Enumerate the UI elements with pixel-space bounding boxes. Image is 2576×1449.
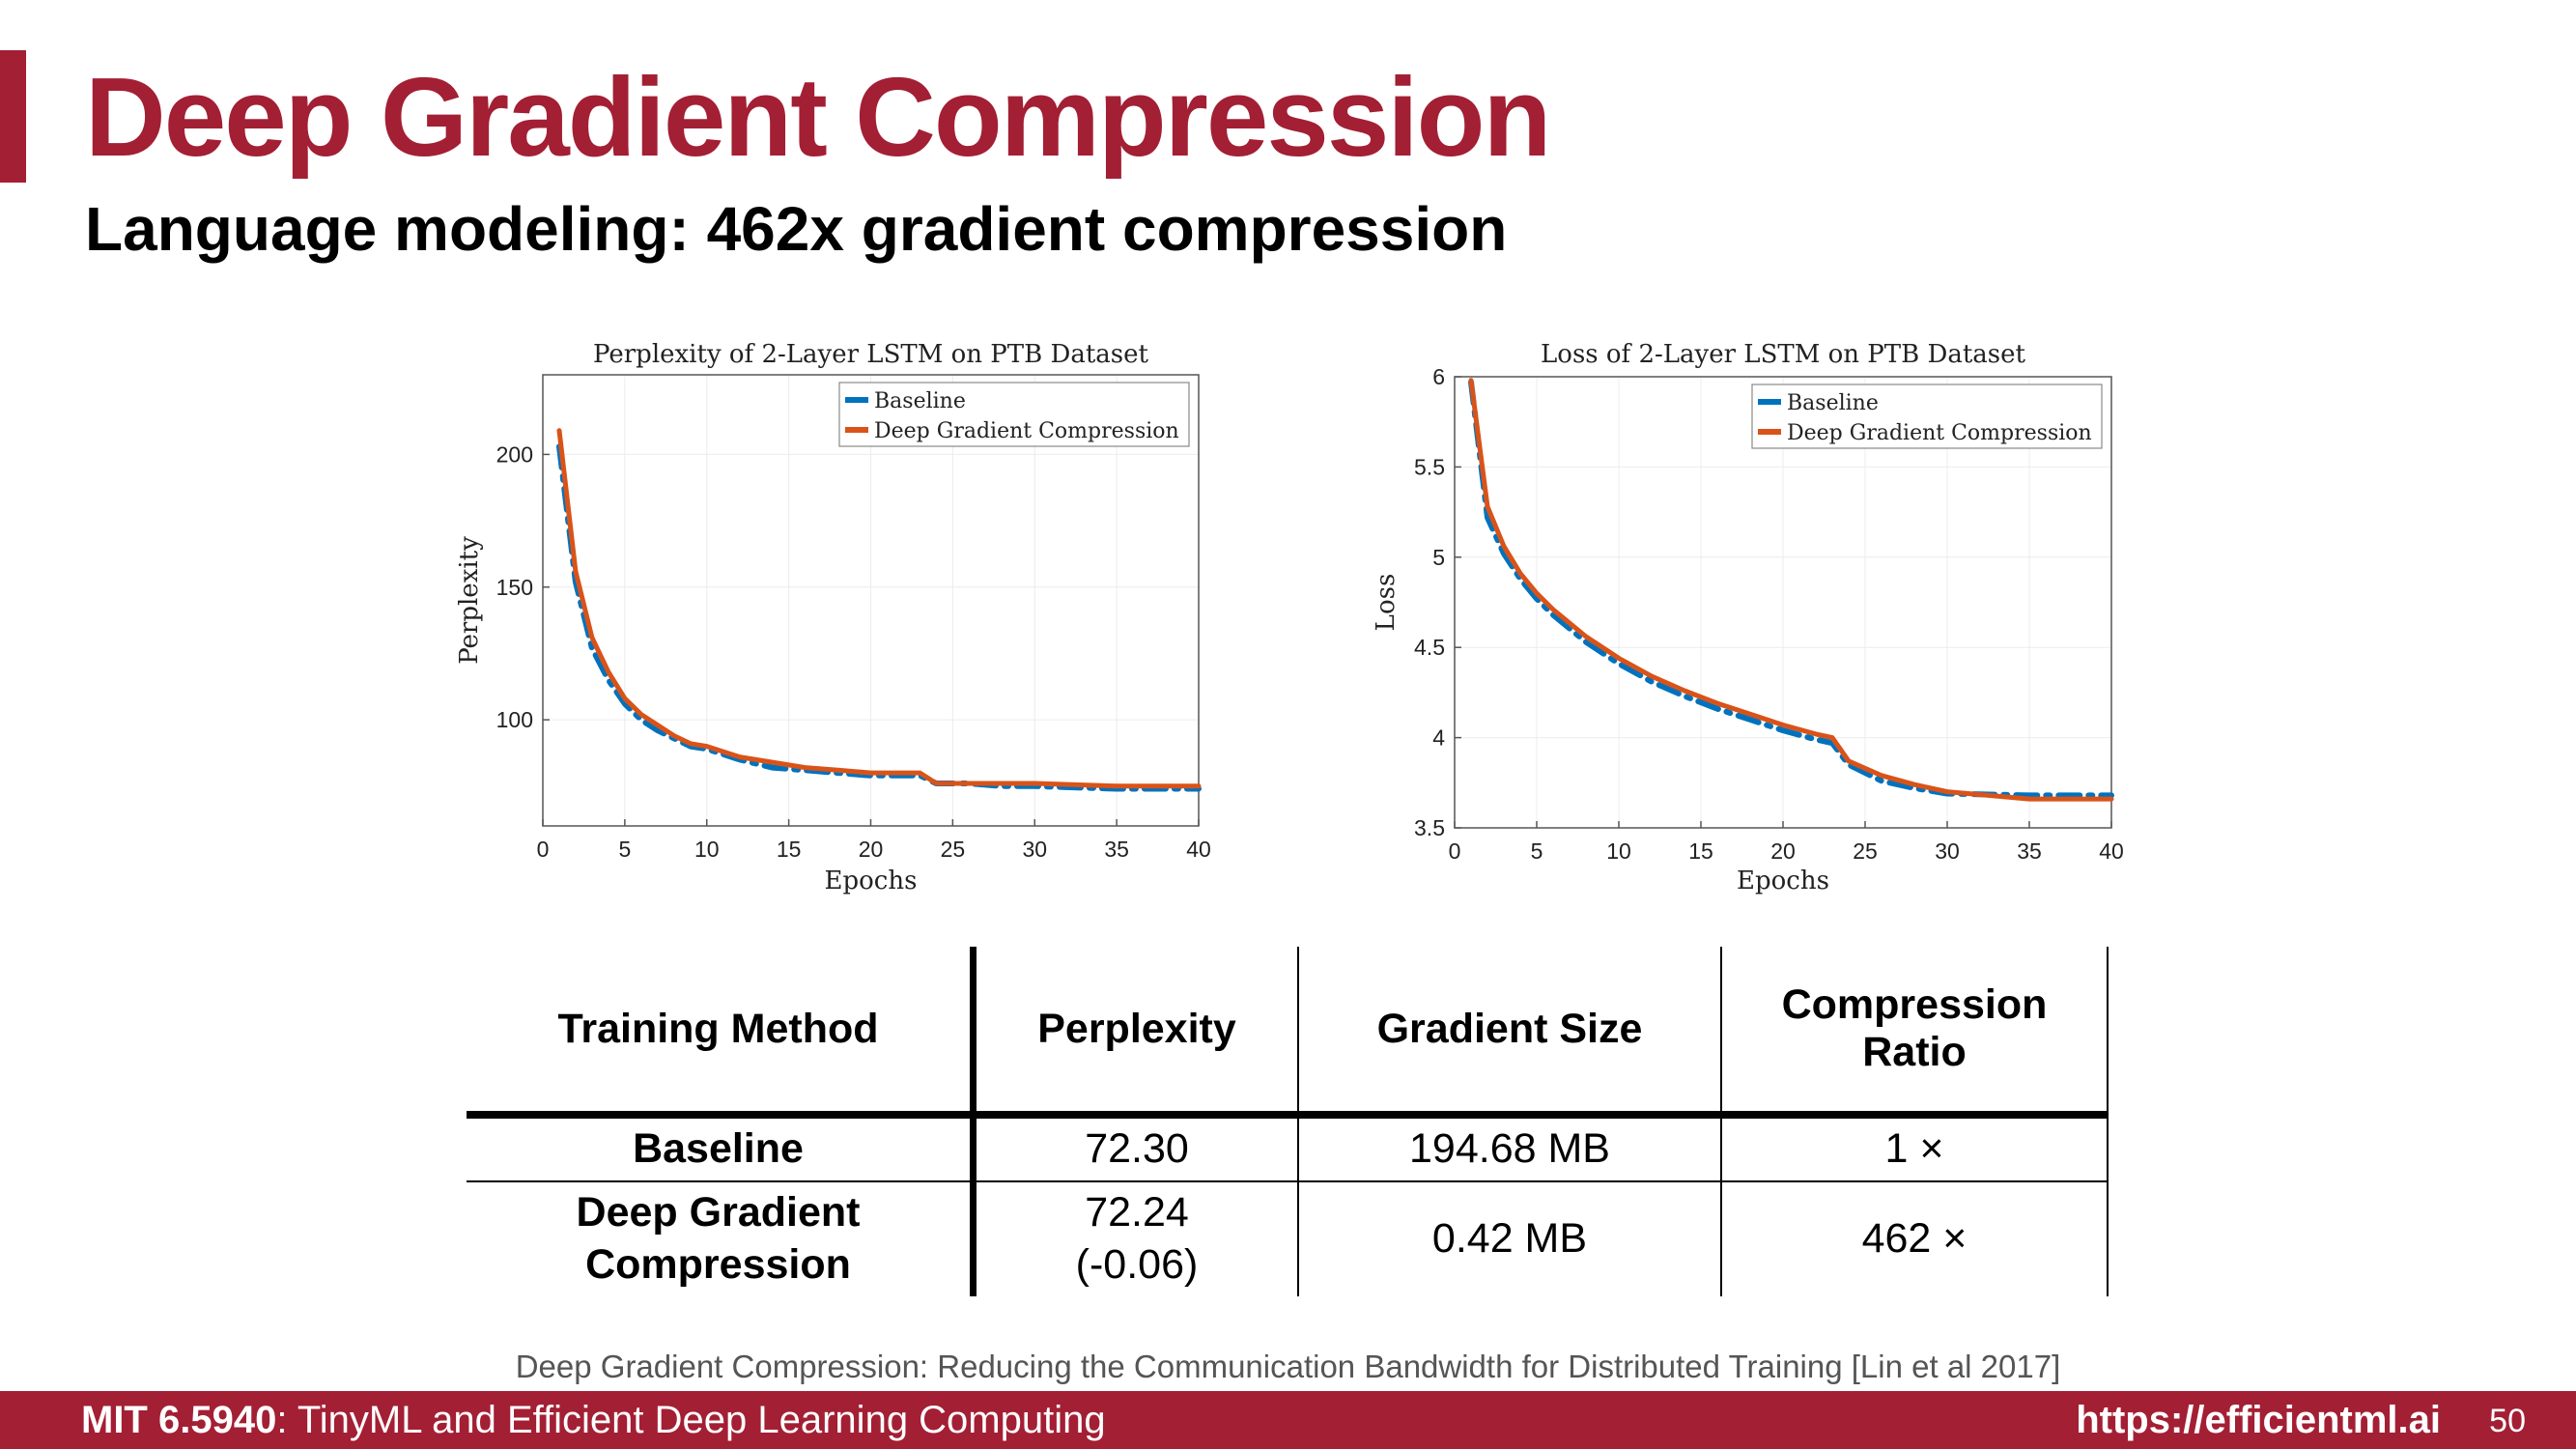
chart-svg: 0 5 10 15 20 25 30 35 40 3.5 4 4.5 5 5.5 6 Loss of 2-La… bbox=[1372, 340, 2124, 895]
page-number: 50 bbox=[2489, 1403, 2526, 1439]
chart-title: Perplexity of 2-Layer LSTM on PTB Datase… bbox=[593, 340, 1148, 369]
loss-chart: 0 5 10 15 20 25 30 35 40 3.5 4 4.5 5 5.5 6 Loss of 2-La… bbox=[1345, 333, 2142, 898]
x-tick-label: 0 bbox=[537, 837, 550, 862]
y-tick-label: 150 bbox=[496, 575, 533, 600]
slide-title: Deep Gradient Compression bbox=[85, 54, 1551, 180]
legend-label: Baseline bbox=[1787, 391, 1879, 415]
series-line bbox=[1468, 379, 2114, 799]
row-method: Baseline bbox=[467, 1115, 977, 1182]
row-ratio: 462 × bbox=[1721, 1181, 2109, 1296]
header-gradient-size: Gradient Size bbox=[1298, 947, 1722, 1119]
x-tick-label: 0 bbox=[1449, 838, 1461, 864]
legend-box bbox=[838, 382, 1190, 447]
legend-label: Deep Gradient Compression bbox=[874, 419, 1179, 443]
x-tick-label: 15 bbox=[1688, 838, 1713, 864]
legend-box bbox=[1751, 384, 2103, 449]
row-perplexity-cell: 72.24 (-0.06) bbox=[973, 1181, 1299, 1296]
legend-label: Deep Gradient Compression bbox=[1787, 421, 2092, 445]
chart-title: Loss of 2-Layer LSTM on PTB Dataset bbox=[1541, 340, 2025, 369]
x-tick-label: 40 bbox=[1186, 837, 1211, 862]
y-tick-label: 6 bbox=[1432, 364, 1445, 389]
x-tick-label: 25 bbox=[941, 837, 966, 862]
x-tick-label: 35 bbox=[2017, 838, 2042, 864]
y-tick-label: 200 bbox=[496, 441, 533, 467]
x-axis-label: Epochs bbox=[825, 867, 918, 895]
series-line bbox=[1468, 378, 2114, 802]
row-gradient-size: 0.42 MB bbox=[1298, 1181, 1722, 1296]
y-tick-label: 3.5 bbox=[1414, 815, 1445, 840]
chart-svg: 0 5 10 15 20 25 30 35 40 100 150 200 Perplexity of 2… bbox=[455, 340, 1211, 895]
footer-course-code: MIT 6.5940 bbox=[81, 1399, 277, 1441]
y-tick-label: 4.5 bbox=[1414, 635, 1445, 660]
x-tick-label: 15 bbox=[777, 837, 802, 862]
title-accent-bar bbox=[0, 50, 26, 183]
row-gradient-size: 194.68 MB bbox=[1298, 1115, 1722, 1182]
series-line bbox=[556, 428, 1202, 789]
footer-course: MIT 6.5940: TinyML and Efficient Deep Le… bbox=[81, 1399, 1106, 1442]
y-axis-label: Loss bbox=[1372, 574, 1401, 632]
footer-course-name: : TinyML and Efficient Deep Learning Com… bbox=[276, 1399, 1106, 1441]
x-tick-label: 30 bbox=[1022, 837, 1047, 862]
y-tick-label: 4 bbox=[1432, 725, 1445, 751]
footer-url-link[interactable]: https://efficientml.ai bbox=[2076, 1399, 2441, 1441]
row-ratio: 1 × bbox=[1721, 1115, 2109, 1182]
legend-label: Baseline bbox=[874, 389, 966, 413]
x-tick-label: 5 bbox=[618, 837, 631, 862]
row-perplexity-delta: (-0.06) bbox=[1075, 1241, 1199, 1288]
citation: Deep Gradient Compression: Reducing the … bbox=[515, 1349, 2061, 1384]
y-tick-label: 100 bbox=[496, 707, 533, 732]
results-table: Training Method Perplexity Gradient Size… bbox=[467, 947, 2109, 1296]
x-tick-label: 20 bbox=[859, 837, 884, 862]
header-perplexity: Perplexity bbox=[973, 947, 1299, 1119]
x-tick-label: 20 bbox=[1770, 838, 1796, 864]
y-tick-label: 5 bbox=[1432, 545, 1445, 570]
x-tick-label: 35 bbox=[1104, 837, 1129, 862]
y-tick-label: 5.5 bbox=[1414, 454, 1445, 479]
y-axis-label: Perplexity bbox=[455, 536, 484, 665]
row-method: Deep Gradient Compression bbox=[467, 1181, 977, 1296]
x-axis-label: Epochs bbox=[1737, 867, 1829, 895]
row-perplexity: 72.30 bbox=[973, 1115, 1299, 1182]
table-row: Baseline 72.30 194.68 MB 1 × bbox=[467, 1115, 2109, 1182]
table-row: Deep Gradient Compression 72.24 (-0.06) … bbox=[467, 1181, 2109, 1296]
header-training-method: Training Method bbox=[467, 947, 977, 1119]
footer-bar: MIT 6.5940: TinyML and Efficient Deep Le… bbox=[0, 1391, 2576, 1449]
x-tick-label: 10 bbox=[1606, 838, 1631, 864]
header-compression-ratio: Compression Ratio bbox=[1721, 947, 2109, 1119]
table-header-row: Training Method Perplexity Gradient Size… bbox=[467, 947, 2109, 1119]
x-tick-label: 30 bbox=[1935, 838, 1960, 864]
perplexity-chart: 0 5 10 15 20 25 30 35 40 100 150 200 Perplexity of 2… bbox=[433, 333, 1217, 898]
x-tick-label: 5 bbox=[1531, 838, 1543, 864]
x-tick-label: 40 bbox=[2099, 838, 2124, 864]
x-tick-label: 25 bbox=[1853, 838, 1878, 864]
x-tick-label: 10 bbox=[694, 837, 720, 862]
row-perplexity: 72.24 bbox=[1085, 1189, 1189, 1236]
slide-subtitle: Language modeling: 462x gradient compres… bbox=[85, 194, 1508, 264]
